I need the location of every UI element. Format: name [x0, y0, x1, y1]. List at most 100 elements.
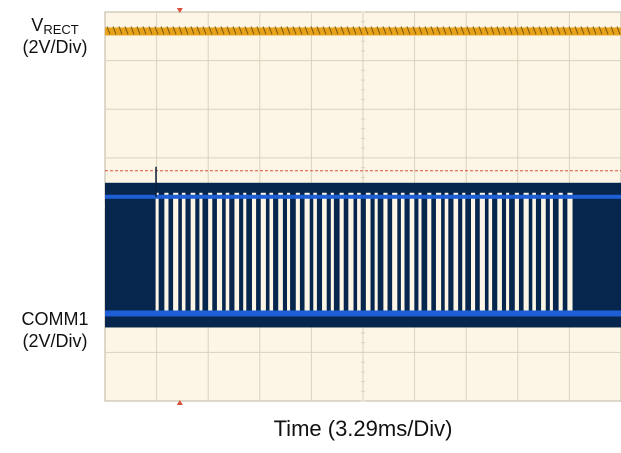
comm1-high-level — [105, 194, 621, 199]
vrect-ripple — [604, 26, 609, 35]
comm1-pulse-gap — [216, 192, 223, 314]
comm1-pulse-gap — [287, 192, 291, 314]
vrect-ripple — [574, 26, 579, 35]
comm1-pulse-gap — [348, 192, 354, 314]
vrect-ripple — [160, 26, 165, 35]
vrect-ripple — [130, 26, 135, 35]
vrect-ripple — [520, 26, 525, 35]
vrect-ripple — [442, 26, 447, 35]
comm1-pulse-gap — [225, 192, 230, 314]
vrect-ripple — [196, 26, 201, 35]
comm1-pulse-gap — [374, 192, 378, 314]
vrect-ripple — [610, 26, 615, 35]
vrect-ripple — [544, 26, 549, 35]
vrect-ripple — [142, 26, 147, 35]
vrect-ripple — [226, 26, 231, 35]
comm1-pulse-gap — [567, 192, 573, 314]
vrect-ripple — [310, 26, 315, 35]
vrect-ripple — [394, 26, 399, 35]
vrect-ripple — [274, 26, 279, 35]
vrect-ripple — [496, 26, 501, 35]
vrect-ripple — [166, 26, 171, 35]
vrect-ripple — [490, 26, 495, 35]
vrect-ripple — [280, 26, 285, 35]
vrect-ripple — [124, 26, 129, 35]
ch2-name: COMM1 — [21, 309, 89, 329]
comm1-pulse-gap — [155, 192, 159, 314]
vrect-ripple — [418, 26, 423, 35]
vrect-ripple — [172, 26, 177, 35]
vrect-ripple — [136, 26, 141, 35]
comm1-pulse-gap — [427, 192, 432, 314]
comm1-pulse-gap — [462, 192, 466, 314]
comm1-pulse-gap — [514, 192, 519, 314]
comm1-pulse-gap — [532, 192, 536, 314]
comm1-pulse-gap — [251, 192, 257, 314]
comm1-pulse-gap — [313, 192, 317, 314]
comm1-pulse-gap — [541, 192, 546, 314]
comm1-pulse-gap — [295, 192, 300, 314]
vrect-ripple — [286, 26, 291, 35]
comm1-pulse-gap — [173, 192, 179, 314]
comm1-pulse-gap — [260, 192, 266, 314]
comm1-pulse-gap — [444, 192, 449, 314]
vrect-ripple — [244, 26, 249, 35]
comm1-pulse-gap — [357, 192, 361, 314]
trigger-marker-top — [176, 8, 183, 13]
vrect-ripple — [424, 26, 429, 35]
comm1-pulse-gap — [208, 192, 213, 314]
vrect-ripple — [364, 26, 369, 35]
vrect-ripple — [454, 26, 459, 35]
vrect-ripple — [184, 26, 189, 35]
vrect-ripple — [376, 26, 381, 35]
vrect-ripple — [232, 26, 237, 35]
x-axis-label: Time (3.29ms/Div) — [273, 416, 453, 441]
comm1-pulse-gap — [243, 192, 247, 314]
vrect-ripple — [508, 26, 513, 35]
vrect-ripple — [538, 26, 543, 35]
comm1-pulse-gap — [418, 192, 422, 314]
comm1-pulse-gap — [190, 192, 196, 314]
vrect-ripple — [460, 26, 465, 35]
ch2-label: COMM1 (2V/Div) — [8, 308, 102, 352]
vrect-ripple — [502, 26, 507, 35]
vrect-ripple — [298, 26, 303, 35]
comm1-pulse-gap — [471, 192, 476, 314]
vrect-ripple — [334, 26, 339, 35]
vrect-ripple — [592, 26, 597, 35]
vrect-ripple — [400, 26, 405, 35]
comm1-pulse-gap — [453, 192, 459, 314]
trigger-marker-bottom — [176, 400, 183, 405]
vrect-ripple — [292, 26, 297, 35]
vrect-ripple — [556, 26, 561, 35]
ch1-name: VRECT — [31, 15, 79, 37]
vrect-ripple — [580, 26, 585, 35]
comm1-pulse-gap — [383, 192, 388, 314]
comm1-pulse-gap — [269, 192, 274, 314]
comm1-pulse-gap — [330, 192, 334, 314]
vrect-ripple — [568, 26, 573, 35]
vrect-ripple — [478, 26, 483, 35]
vrect-ripple — [484, 26, 489, 35]
vrect-ripple — [340, 26, 345, 35]
comm1-pulse-gap — [558, 192, 563, 314]
ch2-scale: (2V/Div) — [22, 331, 88, 351]
ch1-scale: (2V/Div) — [22, 37, 88, 57]
comm1-pulse-gap — [181, 192, 186, 314]
vrect-ripple — [220, 26, 225, 35]
vrect-ripple — [214, 26, 219, 35]
vrect-ripple — [154, 26, 159, 35]
vrect-ripple — [448, 26, 453, 35]
vrect-ripple — [118, 26, 123, 35]
comm1-pulse-gap — [506, 192, 510, 314]
comm1-pulse-gap — [549, 192, 553, 314]
vrect-ripple — [412, 26, 417, 35]
comm1-pulse-gap — [479, 192, 485, 314]
vrect-ripple — [262, 26, 267, 35]
vrect-ripple — [250, 26, 255, 35]
comm1-pulse-gap — [365, 192, 371, 314]
vrect-ripple — [616, 26, 621, 35]
vrect-ripple — [316, 26, 321, 35]
